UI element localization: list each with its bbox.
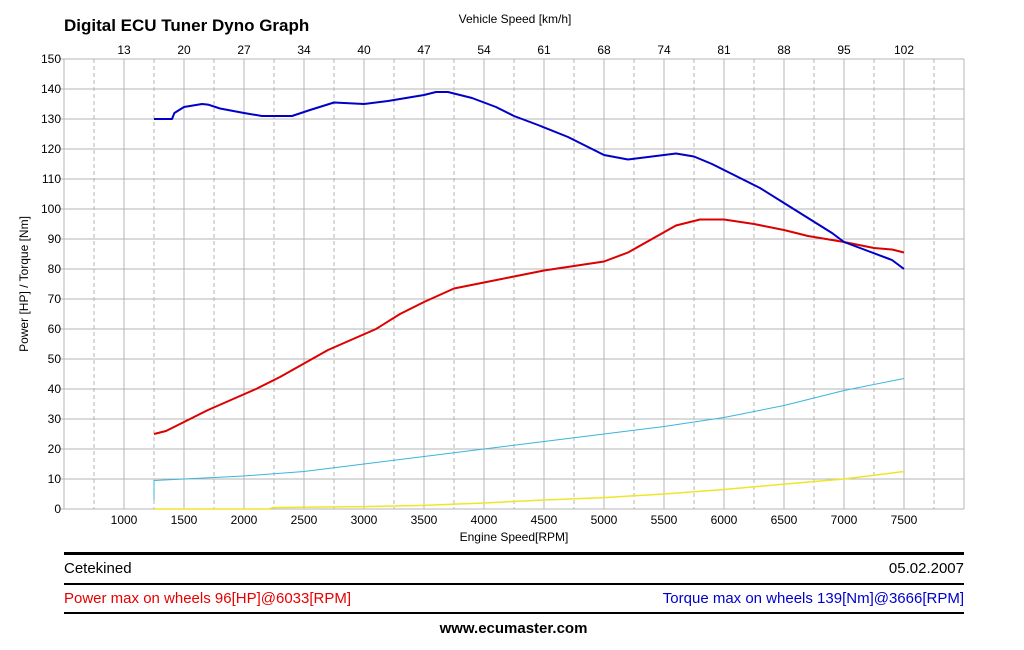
vehicle-speed-axis-label-text: Vehicle Speed [km/h] <box>458 12 572 26</box>
dyno-chart: 0 10 20 30 40 50 60 70 80 90 100 110 120 130 140 150 100… <box>17 43 965 544</box>
y-tick-label: 140 <box>41 82 61 96</box>
y-tick-label: 120 <box>41 142 61 156</box>
x-tick-label: 1000 <box>111 513 138 527</box>
x2-tick-label: 20 <box>177 43 191 57</box>
y-tick-label: 20 <box>48 442 62 456</box>
x2-tick-label: 54 <box>477 43 491 57</box>
yellow-trace-line <box>154 470 905 510</box>
x2-tick-label: 40 <box>357 43 371 57</box>
x2-tick-label: 88 <box>777 43 791 57</box>
x-tick-label: 6000 <box>711 513 738 527</box>
x2-tick-label: 102 <box>894 43 914 57</box>
x2-tick-label: 95 <box>837 43 851 57</box>
y-tick-label: 40 <box>48 382 62 396</box>
x2-tick-label: 68 <box>597 43 611 57</box>
x-axis-label: Engine Speed[RPM] <box>460 530 569 544</box>
x-tick-label: 3000 <box>351 513 378 527</box>
x2-tick-label: 34 <box>297 43 311 57</box>
series <box>153 91 905 510</box>
y-tick-label: 70 <box>48 292 62 306</box>
torque-nm-line <box>154 91 905 270</box>
x-tick-label: 7000 <box>831 513 858 527</box>
x-tick-label: 3500 <box>411 513 438 527</box>
x2-tick-label: 61 <box>537 43 551 57</box>
x-tick-label: 1500 <box>171 513 198 527</box>
y-tick-label: 150 <box>41 52 61 66</box>
footer-divider-bottom <box>64 612 964 614</box>
grid <box>63 58 965 510</box>
y-tick-label: 50 <box>48 352 62 366</box>
torque-max-text: Torque max on wheels 139[Nm]@3666[RPM] <box>662 590 964 607</box>
y-axis-label: Power [HP] / Torque [Nm] <box>17 216 31 352</box>
y-tick-label: 0 <box>54 502 61 516</box>
y-tick-label: 110 <box>42 172 61 186</box>
x2-tick-label: 81 <box>717 43 731 57</box>
y-tick-label: 30 <box>48 412 62 426</box>
customer-name: Cetekined <box>64 560 132 577</box>
y-tick-label: 10 <box>48 472 62 486</box>
x-tick-label: 5000 <box>591 513 618 527</box>
x2-tick-label: 47 <box>417 43 431 57</box>
footer-divider-middle <box>64 583 964 585</box>
footer-divider-top <box>64 552 964 555</box>
y-tick-label: 90 <box>48 232 62 246</box>
x2-tick-label: 27 <box>237 43 251 57</box>
x2-tick-label: 74 <box>657 43 671 57</box>
y-tick-label: 80 <box>48 262 62 276</box>
cyan-trace-line <box>153 378 905 500</box>
x-tick-label: 6500 <box>771 513 798 527</box>
power-max-text: Power max on wheels 96[HP]@6033[RPM] <box>64 590 352 607</box>
x-tick-label: 5500 <box>651 513 678 527</box>
test-date: 05.02.2007 <box>888 560 964 577</box>
x2-tick-label: 13 <box>117 43 131 57</box>
vehicle-speed-axis-label: Vehicle Speed [km/h] <box>0 12 1024 26</box>
website-link[interactable]: www.ecumaster.com <box>439 620 588 637</box>
y-tick-label: 60 <box>48 322 62 336</box>
x-tick-label: 4500 <box>531 513 558 527</box>
chart-title: Digital ECU Tuner Dyno Graph <box>64 16 310 35</box>
y-tick-label: 100 <box>41 202 61 216</box>
x-tick-label: 2500 <box>291 513 318 527</box>
axes: 0 10 20 30 40 50 60 70 80 90 100 110 120 130 140 150 100… <box>41 43 918 527</box>
power-hp-line <box>153 218 905 435</box>
x-tick-label: 7500 <box>891 513 918 527</box>
y-tick-label: 130 <box>41 112 61 126</box>
x-tick-label: 4000 <box>471 513 498 527</box>
x-tick-label: 2000 <box>231 513 258 527</box>
